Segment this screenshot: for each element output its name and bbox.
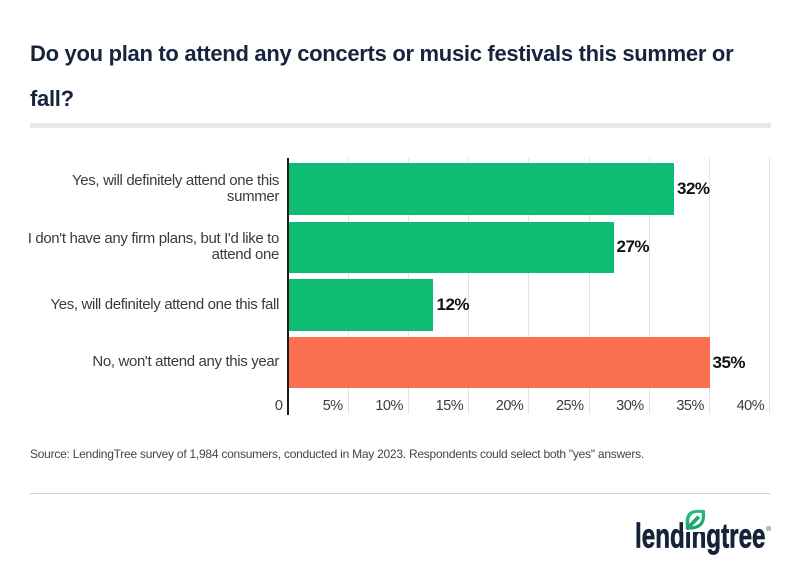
svg-text:®: ® <box>766 525 771 533</box>
